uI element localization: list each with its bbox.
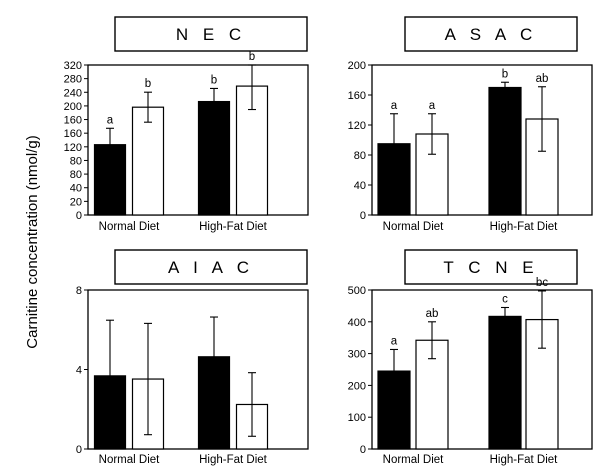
panel-title: T C N E (443, 258, 538, 277)
category-label: High-Fat Diet (490, 221, 559, 233)
y-tick-label: 120 (64, 142, 82, 154)
category-label: Normal Diet (383, 454, 445, 466)
significance-label: ab (426, 308, 439, 320)
y-tick-label: 200 (64, 101, 82, 113)
plot-frame (371, 289, 593, 450)
category-label: High-Fat Diet (199, 454, 268, 466)
y-tick-label: 80 (70, 169, 82, 181)
significance-label: b (211, 74, 217, 86)
chart-panel-1: N E C020408080120160160200240280320abNor… (64, 16, 309, 233)
y-tick-label: 80 (354, 150, 366, 162)
y-tick-label: 0 (360, 210, 366, 222)
significance-label: bc (536, 277, 548, 289)
y-tick-label: 40 (354, 180, 366, 192)
bar-black-high-fat-diet (197, 100, 231, 216)
y-tick-label: 100 (348, 412, 366, 424)
panel-title-box (404, 16, 578, 52)
y-tick-label: 240 (64, 87, 82, 99)
category-label: Normal Diet (99, 221, 161, 233)
y-tick-label: 160 (64, 115, 82, 127)
significance-label: a (429, 100, 436, 112)
chart-panel-2: A S A C 0 40 80 120 160 200 a a Normal Diet b ab Hig… (348, 16, 593, 233)
category-label: Normal Diet (383, 221, 445, 233)
y-tick-label: 200 (348, 60, 366, 72)
bar-black-high-fat-diet (488, 86, 522, 216)
y-tick-label: 300 (348, 349, 366, 361)
bar-black-high-fat-diet (488, 315, 522, 450)
y-tick-label: 4 (76, 365, 82, 377)
y-axis-label: Carnitine concentration (nmol/g) (24, 135, 41, 348)
y-tick-label: 160 (348, 90, 366, 102)
y-tick-label: 160 (64, 128, 82, 140)
significance-label: b (502, 68, 508, 80)
category-label: High-Fat Diet (490, 454, 559, 466)
y-tick-label: 80 (70, 155, 82, 167)
panel-title: N E C (176, 25, 246, 44)
significance-label: b (145, 78, 151, 90)
significance-label: a (107, 114, 114, 126)
y-tick-label: 20 (70, 196, 82, 208)
y-tick-label: 0 (360, 444, 366, 456)
y-tick-label: 400 (348, 317, 366, 329)
y-tick-label: 500 (348, 285, 366, 297)
significance-label: a (391, 335, 398, 347)
panel-title: A I A C (168, 258, 254, 277)
panel-title-box (404, 249, 578, 285)
category-label: Normal Diet (99, 454, 161, 466)
significance-label: b (249, 51, 255, 63)
chart-panel-4: T C N E 0 100 200 300 400 500 a ab Normal Diet c bc… (348, 249, 593, 466)
y-tick-label: 280 (64, 74, 82, 86)
panel-title-box (114, 16, 308, 52)
category-label: High-Fat Diet (199, 221, 268, 233)
significance-label: c (502, 293, 508, 305)
plot-frame (371, 64, 593, 216)
chart-panel-3: A I A C 0 4 8 Normal Diet High-Fat Diet (76, 249, 309, 466)
significance-label: a (391, 100, 398, 112)
bar-white-normal-diet (131, 106, 165, 216)
y-tick-label: 0 (76, 444, 82, 456)
y-tick-label: 40 (70, 183, 82, 195)
y-tick-label: 8 (76, 285, 82, 297)
panel-title-box (114, 249, 308, 285)
y-tick-label: 120 (348, 120, 366, 132)
y-tick-label: 320 (64, 60, 82, 72)
panel-title: A S A C (445, 25, 538, 44)
y-tick-label: 0 (76, 210, 82, 222)
y-tick-label: 200 (348, 380, 366, 392)
significance-label: ab (536, 73, 549, 85)
